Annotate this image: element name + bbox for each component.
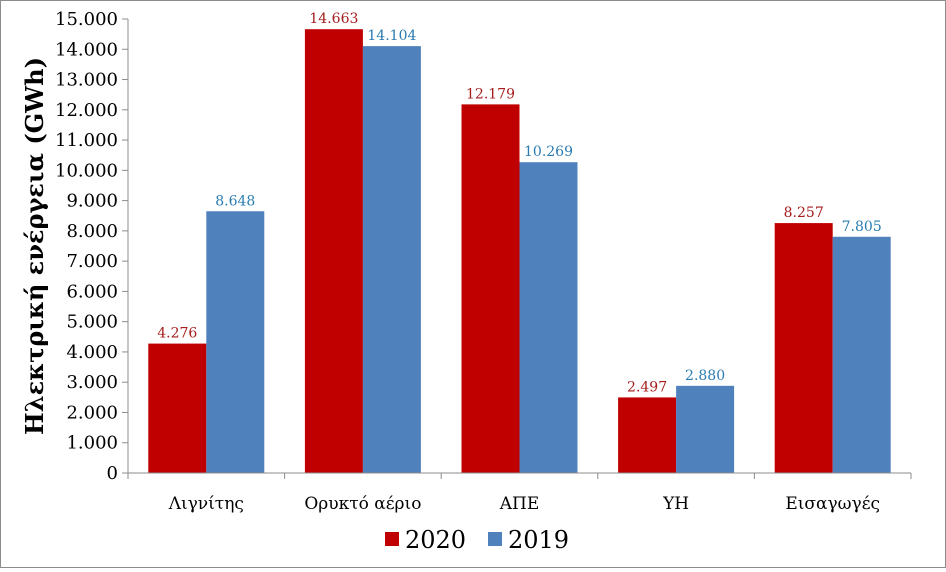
bar-2020-1 bbox=[304, 29, 363, 474]
x-tick-label: ΥΗ bbox=[662, 494, 689, 514]
axes bbox=[127, 19, 912, 479]
y-tick-label: 3.000 bbox=[66, 372, 118, 393]
x-tick-label: Λιγνίτης bbox=[168, 494, 244, 514]
data-label-2020-3: 2.497 bbox=[627, 379, 667, 395]
y-tick-label: 11.000 bbox=[55, 130, 118, 151]
y-tick-label: 9.000 bbox=[66, 191, 118, 212]
y-tick-label: 12.000 bbox=[55, 100, 118, 121]
data-label-2019-3: 2.880 bbox=[685, 368, 725, 384]
data-label-2020-4: 8.257 bbox=[784, 205, 824, 221]
x-tick-label: ΑΠΕ bbox=[499, 494, 540, 514]
y-axis-ticks: 0 1.000 2.000 3.000 4.000 5.000 6.000 7.000 8.00… bbox=[55, 9, 128, 484]
data-label-2020-2: 12.179 bbox=[466, 86, 515, 102]
legend-swatch-2020 bbox=[385, 532, 399, 546]
data-labels: 4.276 14.663 12.179 2.497 8.257 8.648 14.104 10… bbox=[157, 11, 881, 395]
data-label-2019-1: 14.104 bbox=[367, 28, 416, 44]
data-label-2019-2: 10.269 bbox=[524, 144, 573, 160]
bar-2020-4 bbox=[774, 223, 833, 473]
y-tick-label: 14.000 bbox=[55, 39, 118, 60]
y-tick-label: 10.000 bbox=[55, 160, 118, 181]
x-tick-label: Ορυκτό αέριο bbox=[304, 494, 421, 514]
y-tick-label: 5.000 bbox=[66, 312, 118, 333]
y-axis-title: Ηλεκτρική ενέργεια (GWh) bbox=[20, 57, 49, 435]
data-label-2020-0: 4.276 bbox=[157, 326, 197, 342]
y-tick-label: 8.000 bbox=[66, 221, 118, 242]
bar-2020-3 bbox=[618, 397, 677, 473]
y-tick-label: 15.000 bbox=[55, 9, 118, 30]
bar-2019-2 bbox=[519, 162, 578, 474]
bar-2019-4 bbox=[832, 236, 891, 473]
legend-swatch-2019 bbox=[488, 532, 502, 546]
legend: 2020 2019 bbox=[385, 526, 569, 554]
y-tick-label: 7.000 bbox=[66, 251, 118, 272]
bar-2020-2 bbox=[461, 104, 520, 473]
bar-2019-0 bbox=[206, 211, 265, 474]
y-tick-label: 6.000 bbox=[66, 281, 118, 302]
data-label-2020-1: 14.663 bbox=[309, 11, 358, 27]
y-tick-label: 13.000 bbox=[55, 70, 118, 91]
bar-2020-0 bbox=[148, 343, 207, 473]
legend-label-2020: 2020 bbox=[405, 526, 466, 554]
x-tick-label: Εισαγωγές bbox=[785, 494, 880, 514]
y-axis-title-group: Ηλεκτρική ενέργεια (GWh) bbox=[20, 57, 49, 435]
y-tick-label: 0 bbox=[107, 463, 118, 484]
legend-label-2019: 2019 bbox=[508, 526, 569, 554]
bar-2019-3 bbox=[676, 385, 735, 473]
y-tick-label: 1.000 bbox=[66, 433, 118, 454]
bars bbox=[148, 29, 891, 474]
data-label-2019-0: 8.648 bbox=[215, 193, 255, 209]
y-tick-label: 2.000 bbox=[66, 402, 118, 423]
bar-2019-1 bbox=[362, 46, 421, 474]
x-axis-labels: Λιγνίτης Ορυκτό αέριο ΑΠΕ ΥΗ Εισαγωγές bbox=[168, 494, 880, 514]
data-label-2019-4: 7.805 bbox=[842, 219, 882, 235]
y-tick-label: 4.000 bbox=[66, 342, 118, 363]
